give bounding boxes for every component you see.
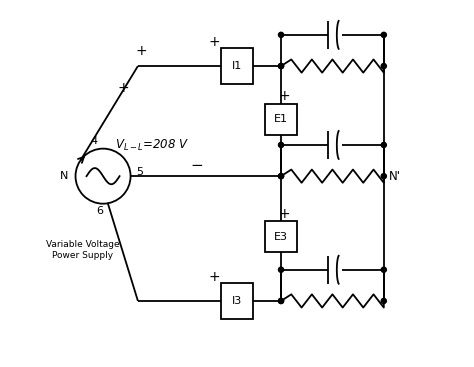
Text: N': N' bbox=[389, 170, 401, 183]
Bar bbox=[265, 104, 297, 135]
Text: +: + bbox=[279, 207, 291, 221]
Circle shape bbox=[278, 174, 283, 179]
Circle shape bbox=[278, 63, 283, 69]
Circle shape bbox=[278, 298, 283, 304]
Text: I1: I1 bbox=[232, 61, 242, 71]
Circle shape bbox=[278, 63, 283, 69]
Circle shape bbox=[381, 267, 386, 272]
Text: 6: 6 bbox=[96, 206, 103, 216]
Text: +: + bbox=[208, 35, 220, 49]
Text: I3: I3 bbox=[232, 296, 242, 306]
Text: E1: E1 bbox=[274, 114, 288, 124]
Bar bbox=[221, 48, 253, 84]
Text: 5: 5 bbox=[136, 167, 143, 178]
Circle shape bbox=[381, 63, 386, 69]
Text: 4: 4 bbox=[91, 136, 98, 146]
Circle shape bbox=[381, 142, 386, 148]
Circle shape bbox=[278, 298, 283, 304]
Circle shape bbox=[381, 174, 386, 179]
Text: $V_{L-L}$=208 V: $V_{L-L}$=208 V bbox=[115, 137, 190, 153]
Circle shape bbox=[278, 174, 283, 179]
Circle shape bbox=[278, 32, 283, 37]
Circle shape bbox=[381, 298, 386, 304]
Text: Variable Voltage
Power Supply: Variable Voltage Power Supply bbox=[46, 240, 119, 260]
Text: +: + bbox=[208, 270, 220, 284]
Circle shape bbox=[381, 32, 386, 37]
Text: E3: E3 bbox=[274, 232, 288, 242]
Bar bbox=[221, 283, 253, 319]
Circle shape bbox=[278, 142, 283, 148]
Text: +: + bbox=[118, 81, 129, 95]
Bar bbox=[265, 221, 297, 252]
Text: +: + bbox=[136, 44, 147, 58]
Text: N: N bbox=[60, 171, 69, 181]
Text: +: + bbox=[279, 89, 291, 103]
Circle shape bbox=[278, 267, 283, 272]
Text: −: − bbox=[190, 158, 203, 172]
